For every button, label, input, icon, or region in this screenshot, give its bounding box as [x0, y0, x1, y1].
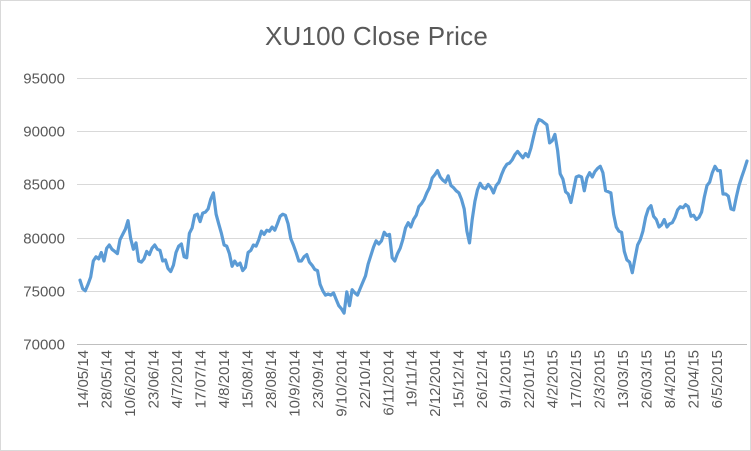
x-tick-label: 6/11/2014	[380, 350, 397, 416]
x-tick-label: 26/03/15	[639, 350, 656, 408]
x-tick-label: 22/10/14	[357, 350, 374, 408]
x-tick-label: 22/01/15	[521, 350, 538, 408]
y-tick-label: 95000	[23, 71, 65, 88]
x-tick-label: 23/06/14	[145, 350, 162, 408]
x-tick-label: 4/2/2015	[545, 350, 562, 408]
x-tick-label: 2/3/2015	[592, 350, 609, 408]
x-tick-label: 13/03/15	[615, 350, 632, 408]
x-tick-label: 10/6/2014	[122, 350, 139, 417]
x-tick-label: 15/08/14	[239, 350, 256, 408]
x-tick-label: 28/05/14	[99, 350, 116, 408]
y-tick-labels: 70000 75000 80000 85000 90000 95000	[23, 71, 65, 354]
x-tick-label: 2/12/2014	[427, 350, 444, 417]
series-layer	[78, 117, 749, 315]
y-tick-label: 75000	[23, 284, 65, 301]
x-tick-label: 17/07/14	[192, 350, 209, 408]
x-tick-label: 15/12/14	[451, 350, 468, 408]
x-tick-label: 26/12/14	[474, 350, 491, 408]
x-tick-labels: 14/05/14 28/05/14 10/6/2014 23/06/14 4/7/201…	[75, 350, 726, 417]
chart-title: XU100 Close Price	[264, 21, 489, 51]
x-tick-label: 28/08/14	[263, 350, 280, 408]
x-tick-label: 8/4/2015	[662, 350, 679, 408]
y-tick-label: 90000	[23, 124, 65, 141]
x-tick-label: 9/10/2014	[333, 350, 350, 417]
x-tick-label: 21/04/15	[686, 350, 703, 408]
x-tick-label: 4/8/2014	[216, 350, 233, 408]
y-tick-label: 85000	[23, 177, 65, 194]
x-tick-label: 17/02/15	[568, 350, 585, 408]
x-tick-label: 9/1/2015	[498, 350, 515, 408]
y-tick-label: 70000	[23, 337, 65, 354]
y-tick-label: 80000	[23, 231, 65, 248]
x-tick-label: 6/5/2015	[709, 350, 726, 408]
x-tick-label: 10/9/2014	[286, 350, 303, 417]
x-tick-label: 23/09/14	[310, 350, 327, 408]
series-line-0	[78, 117, 749, 315]
x-tick-label: 4/7/2014	[169, 350, 186, 408]
x-tick-label: 14/05/14	[75, 350, 92, 408]
x-tick-label: 19/11/14	[404, 350, 421, 407]
